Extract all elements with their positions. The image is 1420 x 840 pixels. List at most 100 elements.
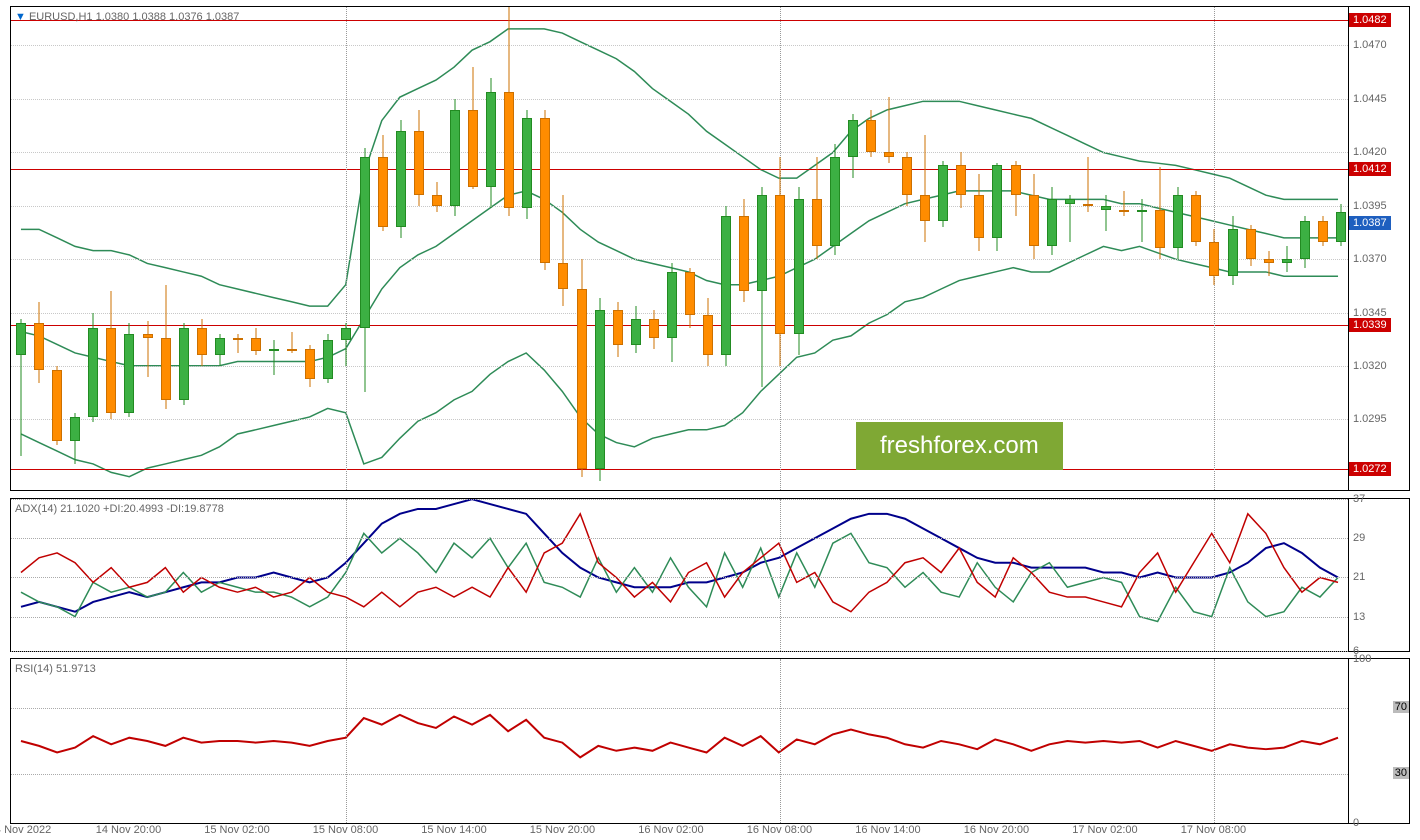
candle [52,366,62,445]
candle [1047,187,1057,255]
candle [1065,195,1075,242]
yaxis-label: 1.0345 [1353,307,1387,319]
candle [1336,204,1346,247]
candle [1011,161,1021,217]
candle [414,110,424,206]
candle [143,321,153,377]
candle [739,199,749,302]
rsi-band-label: 70 [1393,701,1409,713]
candle [1029,174,1039,259]
rsi-yaxis-label: 0 [1353,817,1359,829]
candle [360,148,370,392]
adx-yaxis-label: 13 [1353,611,1365,623]
candle [161,285,171,409]
candle [830,144,840,255]
adx-svg [11,499,1348,651]
rsi-svg [11,659,1348,823]
candle [106,291,116,419]
watermark: freshforex.com [856,422,1063,470]
price-marker: 1.0482 [1349,13,1391,27]
candle [884,97,894,163]
candle [649,310,659,348]
candle [848,114,858,178]
candle [540,110,550,270]
yaxis-label: 1.0445 [1353,93,1387,105]
candle [775,157,785,366]
xaxis-label: 16 Nov 20:00 [964,824,1029,836]
candle [522,110,532,219]
yaxis-label: 1.0470 [1353,39,1387,51]
chart-title: ▼ EURUSD,H1 1.0380 1.0388 1.0376 1.0387 [15,11,239,23]
rsi-indicator-chart[interactable]: RSI(14) 51.9713 10007030 [10,658,1410,824]
candle [558,195,568,306]
candle [179,323,189,404]
adx-yaxis-label: 37 [1353,493,1365,505]
candle [1246,225,1256,266]
candle [956,152,966,208]
yaxis-label: 1.0320 [1353,360,1387,372]
candle [938,161,948,227]
candle [667,263,677,361]
candle [450,99,460,217]
candle [920,135,930,242]
candle [305,345,315,388]
candle [902,152,912,205]
candle [215,334,225,366]
candle [70,413,80,464]
main-yaxis: 1.04701.04451.04201.03951.03701.03451.03… [1349,7,1409,490]
candle [323,334,333,383]
ohlc-o: 1.0380 [96,11,130,23]
xaxis-label: 16 Nov 14:00 [855,824,920,836]
candle [341,323,351,366]
candle [757,187,767,388]
candle [251,328,261,356]
xaxis-label: 15 Nov 08:00 [313,824,378,836]
candle [992,163,1002,251]
candle [396,120,406,238]
time-axis: 14 Nov 202214 Nov 20:0015 Nov 02:0015 No… [10,824,1350,840]
candle [88,313,98,422]
candle [631,306,641,353]
adx-indicator-chart[interactable]: ADX(14) 21.1020 +DI:20.4993 -DI:19.8778 … [10,498,1410,652]
yaxis-label: 1.0420 [1353,146,1387,158]
candle [1083,157,1093,213]
adx-title: ADX(14) 21.1020 +DI:20.4993 -DI:19.8778 [15,503,224,515]
rsi-title: RSI(14) 51.9713 [15,663,96,675]
xaxis-label: 15 Nov 02:00 [204,824,269,836]
candle [1228,216,1238,284]
price-marker: 1.0387 [1349,216,1391,230]
price-svg [11,7,1348,490]
ohlc-l: 1.0376 [169,11,203,23]
xaxis-label: 14 Nov 2022 [0,824,51,836]
candle [595,298,605,482]
candle [124,323,134,417]
xaxis-label: 15 Nov 20:00 [530,824,595,836]
candle [486,78,496,208]
price-marker: 1.0272 [1349,462,1391,476]
candle [269,340,279,374]
main-price-chart[interactable]: ▼ EURUSD,H1 1.0380 1.0388 1.0376 1.0387 … [10,6,1410,491]
candle [812,157,822,260]
xaxis-label: 15 Nov 14:00 [421,824,486,836]
candle [1137,199,1147,242]
xaxis-label: 16 Nov 08:00 [747,824,812,836]
candle [378,135,388,231]
ohlc-c: 1.0387 [206,11,240,23]
xaxis-label: 14 Nov 20:00 [96,824,161,836]
adx-yaxis-label: 21 [1353,571,1365,583]
candle [432,182,442,212]
candle [721,206,731,366]
candle [1300,216,1310,267]
candle [1155,167,1165,259]
adx-yaxis-label: 29 [1353,532,1365,544]
candle [866,110,876,157]
candle [1264,251,1274,277]
candle [1282,246,1292,272]
candle [1191,191,1201,247]
candle [1173,187,1183,260]
rsi-yaxis-label: 100 [1353,653,1371,665]
yaxis-label: 1.0395 [1353,200,1387,212]
candle [16,319,26,456]
candle [504,7,514,216]
xaxis-label: 16 Nov 02:00 [638,824,703,836]
